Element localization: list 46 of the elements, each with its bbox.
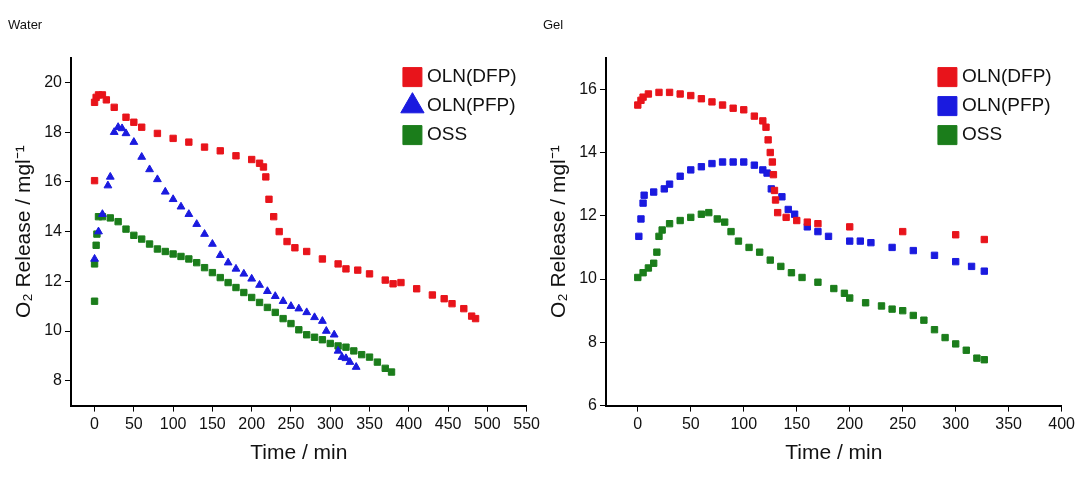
y-tick-label: 14 bbox=[44, 222, 63, 240]
x-tick-label: 200 bbox=[238, 414, 266, 432]
x-tick-label: 150 bbox=[783, 414, 811, 432]
y-tick-label: 18 bbox=[44, 122, 63, 140]
x-tick-label: 0 bbox=[90, 414, 100, 432]
legend-label: OSS bbox=[426, 123, 468, 145]
y-tick-label: 12 bbox=[44, 271, 63, 289]
y-tick-label: 8 bbox=[588, 332, 598, 350]
x-tick-label: 500 bbox=[474, 414, 501, 432]
chart-title: Water bbox=[8, 17, 43, 33]
y-tick-label: 10 bbox=[579, 269, 598, 287]
y-tick-label: 6 bbox=[588, 396, 598, 414]
x-axis-title: Time / min bbox=[785, 440, 883, 464]
x-tick-label: 150 bbox=[199, 414, 226, 432]
legend-label: OLN(PFP) bbox=[961, 94, 1051, 116]
y-tick-label: 16 bbox=[44, 172, 63, 190]
y-axis-title: O₂ Release / mgl⁻¹ bbox=[11, 145, 35, 318]
y-tick-label: 20 bbox=[44, 72, 63, 90]
y-axis-title: O₂ Release / mgl⁻¹ bbox=[546, 145, 570, 318]
x-tick-label: 350 bbox=[995, 414, 1023, 432]
x-tick-label: 300 bbox=[316, 414, 344, 432]
x-tick-label: 250 bbox=[277, 414, 305, 432]
x-tick-label: 100 bbox=[730, 414, 758, 432]
x-tick-label: 0 bbox=[633, 414, 643, 432]
x-tick-label: 400 bbox=[1048, 414, 1076, 432]
y-tick-label: 10 bbox=[44, 321, 63, 339]
x-tick-label: 450 bbox=[434, 414, 462, 432]
y-tick-label: 16 bbox=[579, 79, 598, 97]
y-tick-label: 14 bbox=[579, 142, 598, 160]
x-tick-label: 250 bbox=[889, 414, 917, 432]
legend-label: OLN(DFP) bbox=[961, 65, 1052, 87]
y-tick-label: 12 bbox=[579, 206, 598, 224]
chart-title: Gel bbox=[543, 17, 564, 33]
x-tick-label: 550 bbox=[513, 414, 541, 432]
x-tick-label: 50 bbox=[681, 414, 700, 432]
legend-label: OLN(DFP) bbox=[426, 65, 517, 87]
x-tick-label: 200 bbox=[836, 414, 864, 432]
y-tick-label: 8 bbox=[53, 371, 63, 389]
x-tick-label: 100 bbox=[159, 414, 187, 432]
legend-label: OLN(PFP) bbox=[426, 94, 516, 116]
x-tick-label: 350 bbox=[356, 414, 383, 432]
x-tick-label: 50 bbox=[124, 414, 143, 432]
x-axis-title: Time / min bbox=[250, 440, 348, 464]
legend-label: OSS bbox=[961, 123, 1003, 145]
x-tick-label: 300 bbox=[942, 414, 970, 432]
x-tick-label: 400 bbox=[395, 414, 423, 432]
